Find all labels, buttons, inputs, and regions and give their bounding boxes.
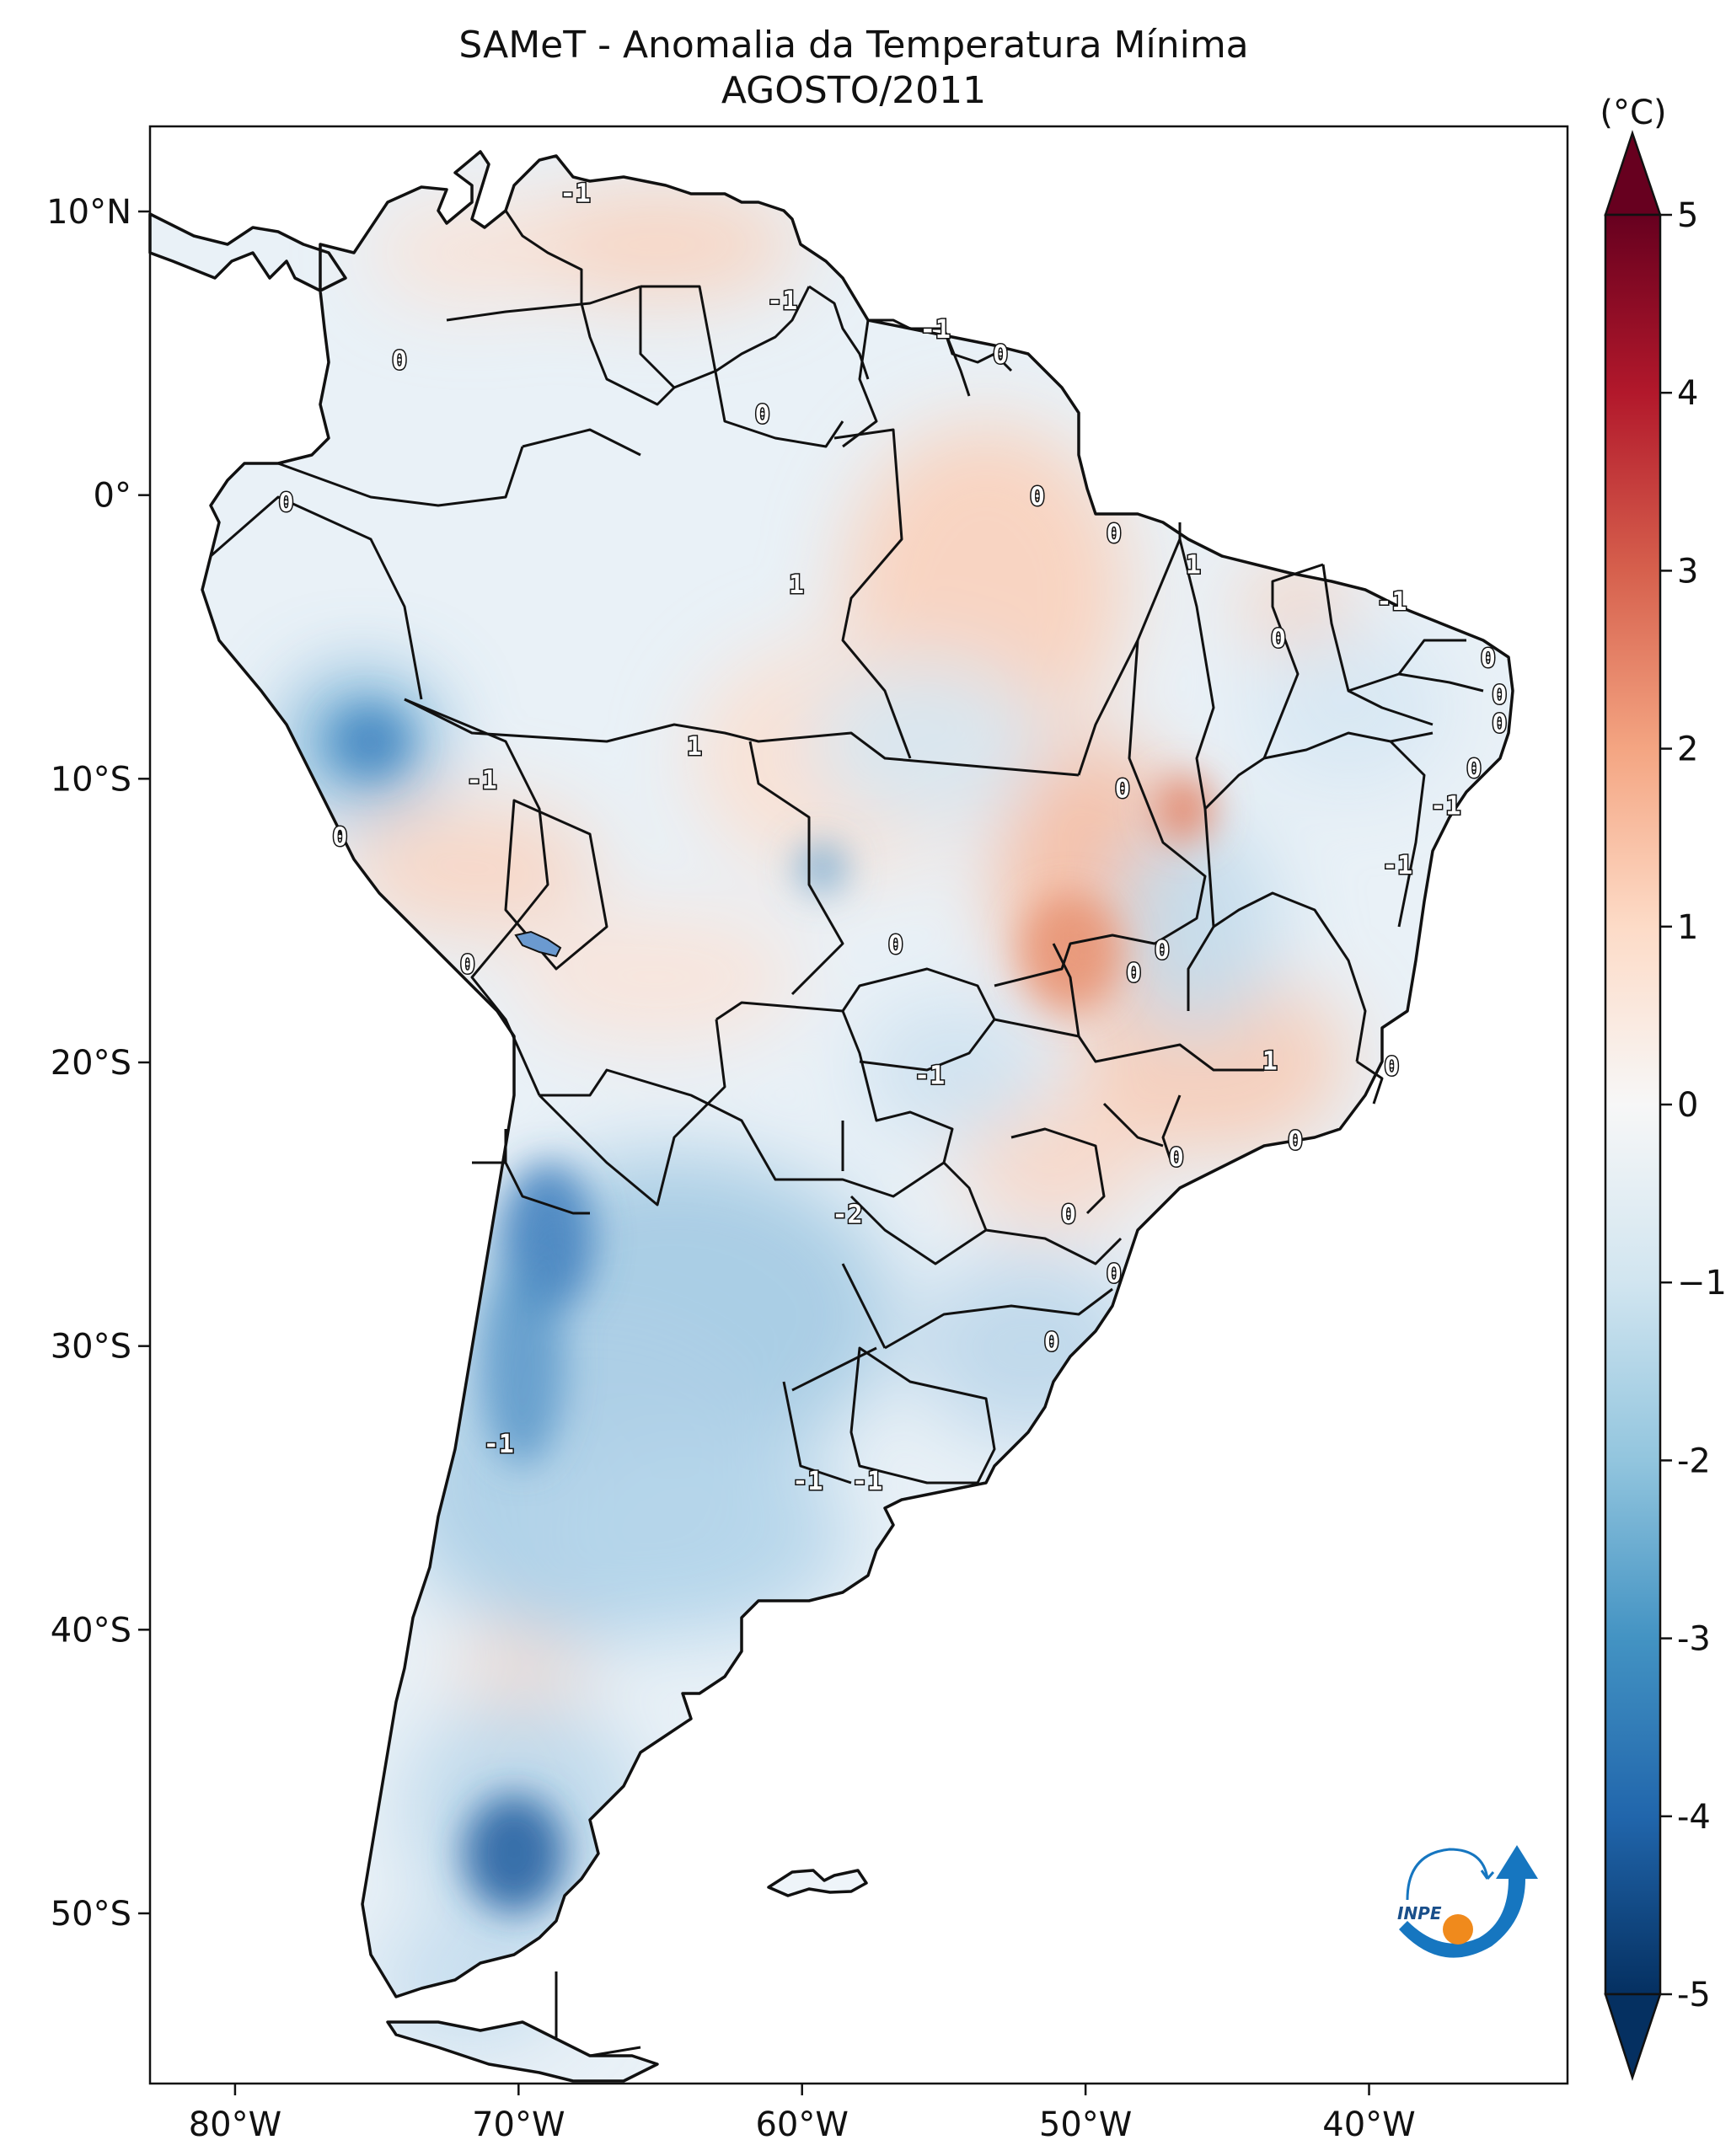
inpe-logo: INPE: [1397, 1845, 1538, 1958]
colorbar-top-extension: [1604, 130, 1662, 217]
contour-label: 1: [1186, 550, 1201, 580]
contour-label: -1: [767, 286, 797, 316]
colorbar-tick-label: 0: [1677, 1086, 1698, 1125]
contour-label: -1: [920, 315, 951, 345]
x-tick-label: 70°W: [472, 2105, 565, 2144]
colorbar-scale: [1604, 213, 1662, 1996]
contour-label: -1: [560, 179, 591, 208]
colorbar-tick-label: -4: [1677, 1798, 1711, 1837]
contour-label: 0: [1271, 624, 1286, 654]
colorbar-tick-label: -3: [1677, 1620, 1711, 1659]
contour-label: 0: [755, 400, 770, 430]
colorbar-tick-label: -2: [1677, 1442, 1711, 1480]
contour-label: 0: [1288, 1126, 1303, 1156]
x-tick-label: 40°W: [1322, 2105, 1415, 2144]
colorbar-tick-label: 4: [1677, 374, 1698, 413]
y-tick-label: 10°N: [46, 193, 131, 232]
contour-label: -1: [467, 766, 497, 795]
contour-label: -1: [1382, 851, 1412, 880]
contour-label: -1: [852, 1467, 882, 1496]
contour-label: 0: [1481, 644, 1496, 673]
map-frame: [148, 125, 1569, 2085]
contour-label: -1: [484, 1430, 514, 1459]
contour-label: -1: [1376, 587, 1407, 617]
axis-ticks: 80°W 70°W 60°W 50°W 40°W 10°N 0° 10°S 20°S 30°S 40…: [46, 193, 1416, 2144]
x-tick-label: 50°W: [1039, 2105, 1132, 2144]
contour-label: 0: [1107, 1260, 1122, 1289]
contour-label: 0: [1169, 1143, 1184, 1173]
colorbar-tick-label: 2: [1677, 730, 1698, 769]
lake-titicaca: [514, 930, 562, 958]
map-title: SAMeT - Anomalia da Temperatura Mínima: [458, 24, 1248, 67]
contour-label: -1: [1430, 792, 1460, 821]
contour-label: 0: [993, 340, 1008, 370]
colorbar-tick-label: 3: [1677, 552, 1698, 591]
x-tick-label: 60°W: [755, 2105, 848, 2144]
colorbar-tick-label: 1: [1677, 908, 1698, 947]
contour-label: -1: [792, 1467, 823, 1496]
political-borders: [210, 210, 1484, 2057]
contour-label: 0: [888, 930, 903, 960]
contour-label: 0: [1030, 483, 1045, 512]
inpe-logo-orbit: [1406, 1848, 1489, 1901]
contour-label: 1: [789, 570, 804, 600]
map-subtitle: AGOSTO/2011: [721, 69, 986, 112]
colorbar: (°C) 5 4 3 2 1 0 −1 -2 -3 -4 -5: [1600, 94, 1727, 2082]
contour-label: 0: [1155, 936, 1170, 966]
contour-label: 0: [1061, 1200, 1076, 1229]
y-tick-label: 50°S: [51, 1895, 131, 1934]
contour-label: 0: [392, 346, 407, 376]
falkland-islands: [767, 1869, 868, 1897]
contour-label: 0: [1126, 959, 1141, 988]
contour-label: 0: [1492, 681, 1507, 710]
colorbar-tick-label: -5: [1677, 1976, 1711, 2014]
contour-label: 0: [278, 488, 293, 517]
contour-label: 0: [1492, 709, 1507, 739]
y-tick-label: 20°S: [51, 1044, 131, 1083]
colorbar-ticks: 5 4 3 2 1 0 −1 -2 -3 -4 -5: [1660, 196, 1727, 2014]
contour-label: 0: [332, 823, 347, 853]
contour-label: 1: [1262, 1047, 1278, 1077]
colorbar-units: (°C): [1600, 94, 1666, 132]
y-tick-label: 40°S: [51, 1611, 131, 1650]
inpe-logo-text: INPE: [1397, 1903, 1442, 1923]
y-tick-label: 0°: [94, 477, 131, 516]
inpe-logo-sun: [1443, 1914, 1473, 1945]
inpe-logo-swoosh: [1399, 1845, 1538, 1958]
contour-label: 0: [460, 950, 475, 980]
contour-label: -1: [914, 1061, 945, 1090]
contour-label: 0: [1466, 755, 1482, 784]
contour-label: 0: [1107, 519, 1122, 548]
coastline: [148, 150, 1514, 2083]
colorbar-bottom-extension: [1604, 1993, 1662, 2082]
y-tick-label: 10°S: [51, 760, 131, 799]
colorbar-tick-label: −1: [1677, 1264, 1727, 1303]
contour-label: 1: [687, 732, 702, 762]
contour-label: -2: [832, 1200, 862, 1229]
contour-label: 0: [1044, 1328, 1059, 1357]
contour-label: 0: [1384, 1052, 1399, 1082]
temperature-anomaly-field: [287, 185, 1450, 2047]
contour-label: 0: [1115, 774, 1130, 804]
y-tick-label: 30°S: [51, 1328, 131, 1367]
colorbar-tick-label: 5: [1677, 196, 1698, 235]
x-tick-label: 80°W: [189, 2105, 281, 2144]
